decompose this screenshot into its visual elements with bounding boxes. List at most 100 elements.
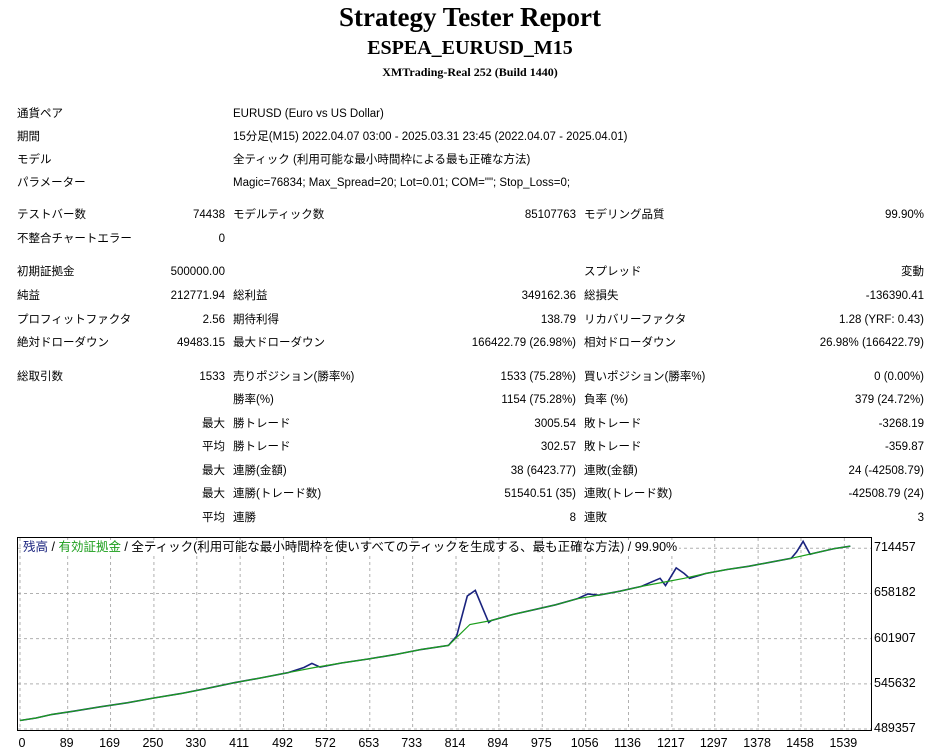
x-tick-label: 169 [99, 736, 120, 750]
x-tick-label: 1458 [786, 736, 814, 750]
report-subtitle: ESPEA_EURUSD_M15 [367, 37, 573, 59]
stat-label: 連勝 [233, 512, 256, 524]
x-tick-label: 330 [185, 736, 207, 750]
stat-value: 500000.00 [170, 266, 225, 278]
stat-value: 最大 [202, 418, 225, 430]
equity-line [19, 539, 851, 722]
info-value-pair: EURUSD (Euro vs US Dollar) [233, 108, 384, 120]
info-label-model: モデル [17, 154, 52, 166]
stat-label: 連敗(トレード数) [584, 488, 673, 500]
stat-value: 349162.36 [521, 290, 576, 302]
stat-value: 38 (6423.77) [510, 465, 576, 477]
x-tick-label: 653 [358, 736, 380, 750]
info-label-period: 期間 [17, 131, 40, 143]
stat-label: 勝トレード [233, 418, 291, 430]
stat-label: リカバリーファクタ [584, 314, 687, 326]
stat-value: -359.87 [884, 441, 924, 453]
stat-value: 138.79 [540, 314, 576, 326]
stat-label: 買いポジション(勝率%) [584, 371, 706, 383]
stat-value: 85107763 [524, 209, 576, 221]
stat-value: 2.56 [202, 314, 225, 326]
stat-label: 総取引数 [17, 371, 63, 383]
x-tick-label: 1378 [743, 736, 772, 750]
stat-label: 敗トレード [584, 418, 642, 430]
stat-value: 0 [218, 233, 225, 245]
stat-label: プロフィットファクタ [17, 314, 132, 326]
stat-label: 敗トレード [584, 441, 642, 453]
stat-value: 1533 [199, 371, 225, 383]
legend-equity: 有効証拠金 [58, 540, 121, 554]
stat-value: 8 [569, 512, 576, 524]
stat-value: 26.98% (166422.79) [819, 337, 924, 349]
info-value-parameters: Magic=76834; Max_Spread=20; Lot=0.01; CO… [233, 177, 571, 189]
stat-label: テストバー数 [17, 209, 86, 221]
legend-model-text: 全ティック(利用可能な最小時間枠を使いすべてのティックを生成する、最も正確な方法… [131, 540, 678, 554]
stat-value: 1154 (75.28%) [501, 394, 576, 406]
info-label-parameters: パラメーター [17, 177, 86, 189]
stat-label: 売りポジション(勝率%) [233, 371, 355, 383]
stat-value: 49483.15 [177, 337, 225, 349]
stat-value: 74438 [193, 209, 225, 221]
stat-label: 総利益 [233, 290, 268, 302]
equity-chart [17, 537, 872, 731]
stat-value: 379 (24.72%) [854, 394, 924, 406]
x-tick-label: 572 [314, 736, 336, 750]
stat-value: 1533 (75.28%) [500, 371, 576, 383]
stat-label: 勝トレード [233, 441, 291, 453]
stat-label: 連敗 [584, 512, 607, 524]
stat-label: スプレッド [584, 266, 642, 278]
equity-chart-svg [18, 538, 871, 730]
x-tick-label: 894 [487, 736, 509, 750]
stat-label: 連勝(トレード数) [233, 488, 322, 500]
stat-label: 相対ドローダウン [584, 337, 676, 349]
x-tick-label: 1297 [699, 736, 728, 750]
info-value-model: 全ティック (利用可能な最小時間枠による最も正確な方法) [233, 154, 531, 166]
x-tick-label: 1056 [570, 736, 599, 750]
x-tick-label: 733 [401, 736, 423, 750]
stat-value: 24 (-42508.79) [848, 465, 924, 477]
x-tick-label: 89 [59, 736, 74, 750]
legend-separator: / [120, 540, 132, 554]
stat-label: 不整合チャートエラー [17, 233, 132, 245]
stat-value: 平均 [202, 512, 225, 524]
x-tick-label: 492 [272, 736, 293, 750]
stat-label: モデルティック数 [233, 209, 325, 221]
stat-label: 総損失 [584, 290, 619, 302]
x-tick-label: 814 [444, 736, 466, 750]
stat-value: 1.28 (YRF: 0.43) [838, 314, 924, 326]
stat-label: 連敗(金額) [584, 465, 638, 477]
stat-value: 0 (0.00%) [874, 371, 924, 383]
y-tick-label: 545632 [874, 675, 916, 690]
stat-label: 純益 [17, 290, 40, 302]
stat-value: 3 [917, 512, 924, 524]
stat-value: 166422.79 (26.98%) [471, 337, 576, 349]
y-tick-label: 489357 [874, 721, 916, 735]
y-tick-label: 714457 [874, 540, 916, 555]
stat-value: 最大 [202, 465, 225, 477]
info-value-period: 15分足(M15) 2022.04.07 03:00 - 2025.03.31 … [233, 131, 628, 143]
y-tick-label: 658182 [874, 585, 916, 600]
stat-label: 勝率(%) [233, 394, 274, 406]
stat-value: 302.57 [540, 441, 576, 453]
stat-label: 絶対ドローダウン [17, 337, 109, 349]
stat-value: 51540.51 (35) [504, 488, 576, 500]
x-tick-label: 975 [530, 736, 552, 750]
stat-value: 99.90% [884, 209, 924, 221]
stat-value: -3268.19 [878, 418, 924, 430]
stat-value: 最大 [202, 488, 225, 500]
stat-value: 212771.94 [170, 290, 225, 302]
stat-label: 負率 (%) [584, 394, 629, 406]
stat-value: 平均 [202, 441, 225, 453]
x-tick-label: 1136 [614, 736, 641, 750]
stat-label: モデリング品質 [584, 209, 665, 221]
x-tick-label: 0 [18, 736, 26, 750]
stat-label: 初期証拠金 [17, 266, 75, 278]
x-tick-label: 411 [229, 736, 250, 750]
stat-value: 3005.54 [534, 418, 576, 430]
x-tick-label: 1217 [656, 736, 685, 750]
x-tick-label: 250 [142, 736, 164, 750]
stat-label: 期待利得 [233, 314, 279, 326]
stat-value: -136390.41 [865, 290, 924, 302]
stat-value: 変動 [901, 266, 924, 278]
y-tick-label: 601907 [874, 630, 916, 645]
